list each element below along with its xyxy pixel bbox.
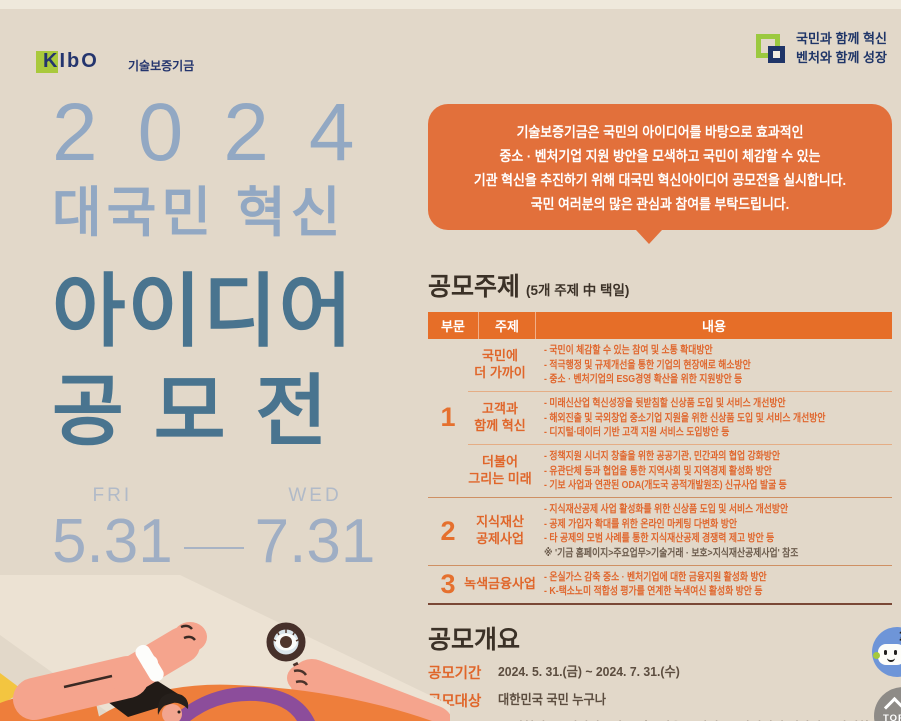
hero-title-block: 2024 대국민 혁신 아이디어 공모전 FRI 5.31 WED 7.31	[52, 92, 396, 573]
chatbot-face-icon	[878, 644, 901, 665]
table-header-row: 부문 주제 내용	[428, 311, 892, 339]
end-date-number: 7.31	[254, 507, 376, 576]
overview-period-row: 공모기간 2024. 5. 31.(금) ~ 2024. 7. 31.(수)	[428, 662, 892, 683]
contest-dates: FRI 5.31 WED 7.31	[52, 486, 396, 573]
row-subject: 지식재산 공제사업	[476, 514, 524, 547]
row-content: - 지식재산공제 사업 활성화를 위한 신상품 도입 및 서비스 개선방안 - …	[532, 502, 892, 561]
row-note: ※ '기금 홈페이지>주요업무>기술거래 · 보호>지식재산공제사업' 참조	[544, 547, 799, 560]
row-subject: 더불어 그리는 미래	[468, 454, 532, 486]
start-date: FRI 5.31	[52, 486, 173, 573]
chatbot-green-dot	[873, 652, 880, 659]
end-day-label: WED	[288, 485, 342, 506]
row-content: - 온실가스 감축 중소 · 벤처기업에 대한 금융지원 활성화 방안 - K-…	[544, 570, 767, 598]
start-date-number: 5.31	[52, 507, 173, 576]
slogan-squares-icon	[756, 33, 786, 64]
kibo-caption: 기술보증기금	[128, 59, 195, 73]
intro-speech-bubble: 기술보증기금은 국민의 아이디어를 바탕으로 효과적인 중소 · 벤처기업 지원…	[428, 104, 892, 245]
topics-subtitle: (5개 주제 中 택일)	[526, 283, 630, 299]
bubble-line-2: 중소 · 벤처기업 지원 방안을 모색하고 국민이 체감할 수 있는	[499, 148, 821, 165]
col-header-division: 부문	[441, 318, 465, 334]
hero-title-line1: 대국민 혁신	[52, 183, 346, 243]
kibo-wordmark: KIbO	[43, 50, 99, 72]
topics-title: 공모주제 (5개 주제 中 택일)	[428, 273, 630, 302]
col-header-content: 내용	[535, 311, 892, 339]
overview-title: 공모개요	[428, 626, 521, 655]
target-value: 대한민국 국민 누구나	[498, 691, 606, 707]
date-range-line	[183, 547, 244, 549]
end-date: WED 7.31	[255, 486, 376, 573]
table-row: 고객과 함께 혁신 - 미래신산업 혁신성장을 뒷받침할 신상품 도입 및 서비…	[468, 390, 892, 444]
row-subject: 고객과 함께 혁신	[474, 401, 526, 433]
bubble-line-4: 국민 여러분의 많은 관심과 참여를 부탁드립니다.	[530, 196, 790, 213]
magnifier-illustration	[0, 575, 450, 721]
overview-method-row: 응모방법 ① 신청서, ② 개인정보의 수집 · 이용 동의서, ③ 아이디어 …	[428, 718, 892, 721]
table-row: 더불어 그리는 미래 - 정책지원 시너지 창출을 위한 공공기관, 민간과의 …	[468, 443, 892, 497]
slogan-line-1: 국민과 함께 혁신	[796, 31, 887, 46]
group-number: 1	[440, 402, 456, 433]
bubble-line-1: 기술보증기금은 국민의 아이디어를 바탕으로 효과적인	[516, 124, 804, 140]
period-label: 공모기간	[428, 665, 482, 682]
topics-section: 공모주제 (5개 주제 中 택일) 부문 주제 내용 1 국민에 더 가까이	[428, 273, 892, 606]
chatbot-question-mark: ?	[895, 627, 901, 645]
row-content: - 미래신산업 혁신성장을 뒷받침할 신상품 도입 및 서비스 개선방안 - 해…	[544, 396, 826, 439]
top-button-label: TOP	[883, 713, 901, 721]
group-number: 2	[440, 515, 456, 546]
row-subject: 국민에 더 가까이	[474, 347, 526, 380]
table-group-2: 2 지식재산 공제사업 - 지식재산공제 사업 활성화를 위한 신상품 도입 및…	[428, 497, 892, 565]
bubble-tail	[636, 230, 662, 245]
table-group-1: 1 국민에 더 가까이 - 국민이 체감할 수 있는 참여 및 소통 확대방안 …	[428, 339, 892, 497]
overview-target-row: 공모대상 대한민국 국민 누구나	[428, 690, 892, 711]
table-group-3: 3 녹색금융사업 - 온실가스 감축 중소 · 벤처기업에 대한 금융지원 활성…	[428, 564, 892, 603]
hero-title-line3: 공모전	[52, 367, 358, 455]
hero-title-line2: 아이디어	[52, 267, 355, 356]
top-strip	[0, 0, 901, 9]
start-day-label: FRI	[92, 485, 133, 506]
bubble-line-3: 기관 혁신을 추진하기 위해 대국민 혁신아이디어 공모전을 실시합니다.	[473, 172, 847, 189]
period-value: 2024. 5. 31.(금) ~ 2024. 7. 31.(수)	[498, 663, 680, 679]
slogan-line-2: 벤처와 함께 성장	[796, 49, 887, 65]
col-header-subject: 주제	[478, 311, 535, 339]
overview-section: 공모개요 공모기간 2024. 5. 31.(금) ~ 2024. 7. 31.…	[428, 627, 892, 721]
navy-square	[768, 45, 785, 63]
row-content: - 정책지원 시너지 창출을 위한 공공기관, 민간과의 협업 강화방안 - 유…	[544, 449, 787, 492]
group-number: 3	[440, 568, 456, 599]
table-row: 지식재산 공제사업 - 지식재산공제 사업 활성화를 위한 신상품 도입 및 서…	[468, 498, 892, 565]
right-column: 기술보증기금은 국민의 아이디어를 바탕으로 효과적인 중소 · 벤처기업 지원…	[428, 104, 892, 721]
hero-year: 2024	[52, 87, 395, 178]
kibo-logo-square	[36, 51, 58, 73]
row-content: - 국민이 체감할 수 있는 참여 및 소통 확대방안 - 적극행정 및 규제개…	[544, 343, 751, 386]
slogan-logo: 국민과 함께 혁신 벤처와 함께 성장	[756, 30, 887, 68]
method-value: ① 신청서, ② 개인정보의 수집 · 이용 동의서, ③ 아이디어 제안서를 …	[498, 718, 901, 721]
slogan-text: 국민과 함께 혁신 벤처와 함께 성장	[796, 30, 887, 68]
table-row: 녹색금융사업 - 온실가스 감축 중소 · 벤처기업에 대한 금융지원 활성화 …	[464, 566, 892, 603]
row-subject: 녹색금융사업	[464, 575, 536, 591]
topics-table: 부문 주제 내용 1 국민에 더 가까이 - 국민	[428, 311, 892, 606]
table-row: 국민에 더 가까이 - 국민이 체감할 수 있는 참여 및 소통 확대방안 - …	[468, 339, 892, 391]
